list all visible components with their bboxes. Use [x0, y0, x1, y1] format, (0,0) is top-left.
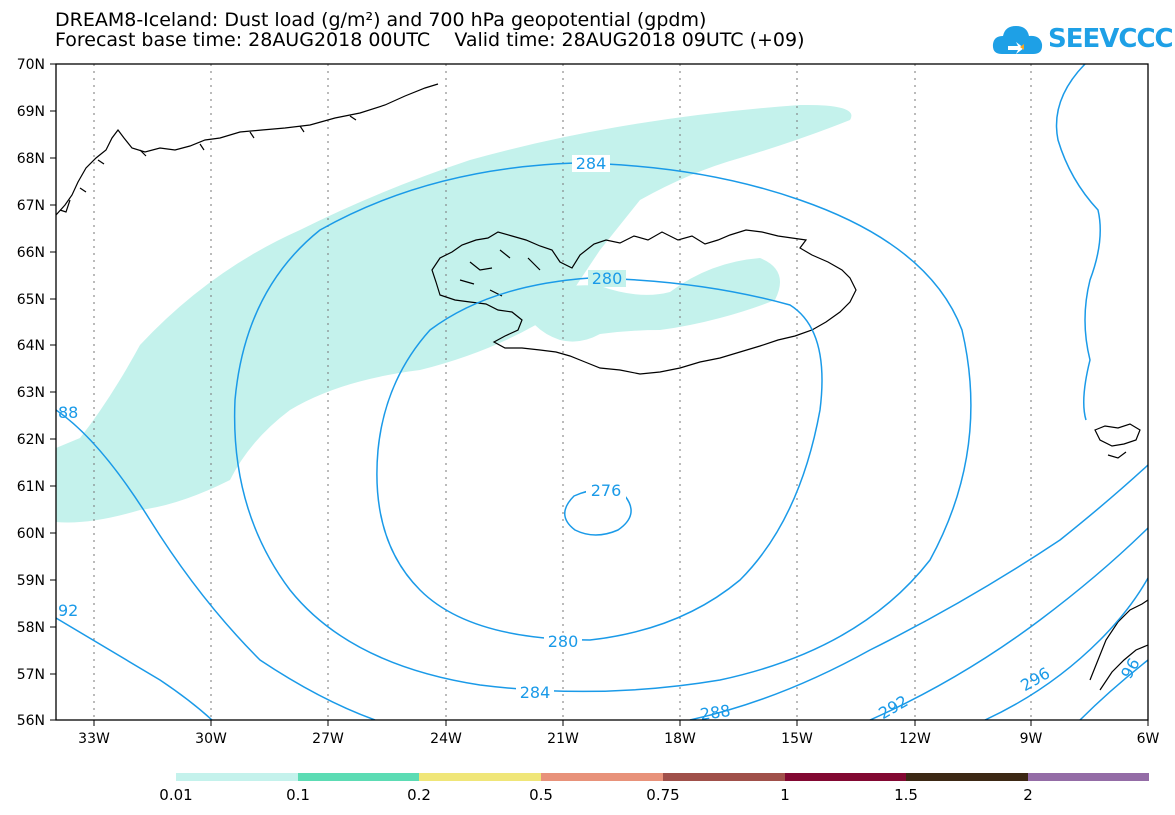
- colorbar-label: 0.75: [646, 786, 680, 804]
- chart-subtitle: Forecast base time: 28AUG2018 00UTC Vali…: [55, 29, 805, 51]
- lat-label: 69N: [17, 104, 45, 120]
- contour-292: [1055, 64, 1101, 421]
- colorbar-swatch: [1028, 773, 1149, 781]
- contour-284: [233, 162, 972, 693]
- lat-label: 65N: [17, 292, 45, 308]
- dust-area: [520, 258, 780, 342]
- longitude-labels: 33W 30W 27W 24W 21W 18W 15W 12W 9W 6W: [78, 731, 1159, 747]
- colorbar-label: 0.01: [159, 786, 193, 804]
- lat-label: 68N: [17, 151, 45, 167]
- colorbar-swatch: [419, 773, 541, 781]
- lon-label: 12W: [899, 731, 931, 747]
- contour-label: 288: [699, 701, 732, 724]
- contour-292: [869, 527, 1148, 720]
- coastline: [56, 83, 1148, 691]
- logo-text: SEEVCCC: [1048, 24, 1174, 54]
- contour-label: 280: [548, 632, 579, 651]
- colorbar-swatch: [663, 773, 785, 781]
- lat-label: 70N: [17, 57, 45, 73]
- contour-300: [1079, 659, 1148, 720]
- contour-label: 276: [591, 481, 622, 500]
- colorbar-label: 0.2: [407, 786, 431, 804]
- contour-label: 284: [576, 154, 607, 173]
- colorbar-label: 2: [1023, 786, 1033, 804]
- colorbar-label: 0.1: [286, 786, 310, 804]
- colorbar-swatch: [298, 773, 419, 781]
- contour-292: [56, 617, 213, 720]
- lat-label: 58N: [17, 620, 45, 636]
- geopotential-contours: [56, 64, 1148, 720]
- lat-label: 67N: [17, 198, 45, 214]
- lat-label: 56N: [17, 713, 45, 729]
- contour-288: [689, 464, 1148, 720]
- lat-label: 63N: [17, 385, 45, 401]
- colorbar-swatch: [785, 773, 906, 781]
- lat-label: 64N: [17, 338, 45, 354]
- contour-label: 284: [520, 683, 551, 702]
- colorbar-swatch: [176, 773, 298, 781]
- lat-label: 66N: [17, 245, 45, 261]
- latitude-labels: 70N 69N 68N 67N 66N 65N 64N 63N 62N 61N …: [17, 57, 45, 729]
- contour-280: [376, 277, 823, 641]
- lat-label: 61N: [17, 479, 45, 495]
- lon-label: 27W: [312, 731, 344, 747]
- lon-label: 24W: [430, 731, 462, 747]
- lat-label: 57N: [17, 667, 45, 683]
- chart-title: DREAM8-Iceland: Dust load (g/m²) and 700…: [55, 9, 707, 31]
- contour-296: [984, 577, 1148, 720]
- lon-label: 21W: [547, 731, 579, 747]
- lon-label: 33W: [78, 731, 110, 747]
- lon-label: 18W: [664, 731, 696, 747]
- lon-label: 30W: [195, 731, 227, 747]
- contour-label: 92: [58, 601, 78, 620]
- contour-288: [56, 409, 376, 720]
- axis-ticks: [50, 63, 1149, 726]
- colorbar-swatch: [906, 773, 1028, 781]
- contour-label: 88: [58, 403, 78, 422]
- colorbar-swatch: [541, 773, 663, 781]
- lon-label: 15W: [781, 731, 813, 747]
- lon-label: 6W: [1137, 731, 1160, 747]
- cloud-logo-icon: [992, 26, 1043, 54]
- colorbar-label: 1: [780, 786, 790, 804]
- contour-label: 280: [592, 269, 623, 288]
- lat-label: 59N: [17, 573, 45, 589]
- lat-label: 60N: [17, 526, 45, 542]
- lat-label: 62N: [17, 432, 45, 448]
- colorbar-label: 1.5: [894, 786, 918, 804]
- colorbar-label: 0.5: [529, 786, 553, 804]
- lon-label: 9W: [1020, 731, 1043, 747]
